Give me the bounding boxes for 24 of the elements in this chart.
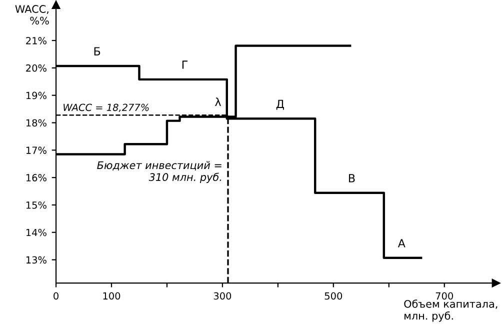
annotation: Б [94,47,100,56]
y-tick-label: 21% [26,36,46,44]
x-axis-title: Объем капитала, млн. руб. [404,300,498,322]
x-tick-label: 500 [324,292,342,300]
y-tick-label: 16% [26,174,46,182]
annotation: λ [215,98,221,106]
ref-line-label: Бюджет инвестиций = 310 млн. руб. [97,161,222,184]
y-tick-label: 18% [26,119,46,127]
ref-line-label: WACC = 18,277% [64,104,149,112]
annotation: Д [276,100,284,110]
y-tick-label: 17% [26,146,46,154]
annotation: Г [182,60,188,69]
y-tick-label: 19% [26,92,46,100]
x-tick-label: 300 [214,292,232,300]
y-axis-title: WACC, %% [15,5,49,25]
y-tick-label: 20% [26,64,46,72]
y-tick-label: 15% [26,201,46,209]
y-tick-label: 13% [26,256,46,264]
y-tick-label: 14% [26,228,46,236]
annotation: А [398,239,406,248]
x-tick-label: 0 [54,292,58,300]
x-tick-label: 700 [436,292,454,300]
x-tick-label: 100 [103,292,120,300]
annotation: В [349,174,355,182]
